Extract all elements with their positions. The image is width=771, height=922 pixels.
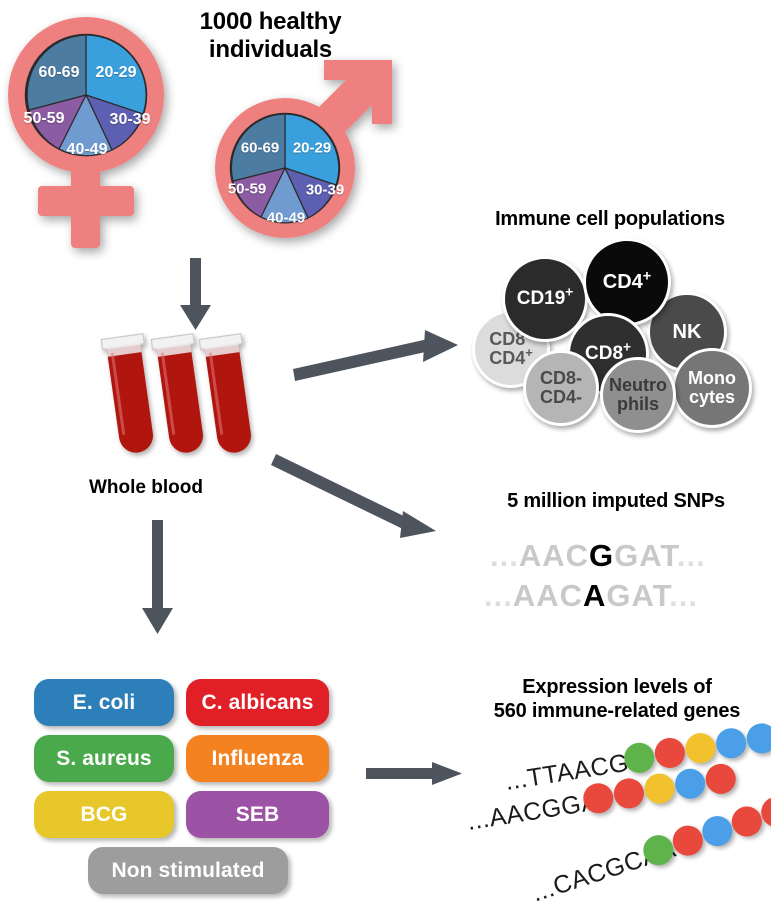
male-age-label-30-39: 30-39 — [305, 181, 345, 199]
female-gender-symbol: 20-29 30-39 40-49 50-59 60-69 — [8, 10, 198, 250]
gene-bead — [652, 735, 688, 771]
male-age-label-60-69: 60-69 — [240, 139, 280, 157]
immune-bubble-monocytes: Mono cytes — [672, 348, 752, 428]
gene-bead — [713, 726, 749, 761]
cohort-heading: 1000 healthy individuals — [178, 8, 363, 65]
female-age-label-30-39: 30-39 — [109, 111, 151, 128]
snp-row2-suffix: ... — [669, 578, 698, 613]
female-age-label-60-69: 60-69 — [38, 64, 80, 81]
female-age-label-20-29: 20-29 — [95, 64, 137, 81]
snp-row1-right: GAT — [614, 538, 677, 573]
snp-row2-right: GAT — [606, 578, 670, 613]
snp-row1-suffix: ... — [676, 538, 706, 573]
gene-bead — [698, 812, 737, 850]
stimulus-pill-non-stimulated[interactable]: Non stimulated — [88, 847, 288, 894]
stimulus-pill-s-aureus[interactable]: S. aureus — [34, 735, 174, 782]
expression-heading-line1: Expression levels of — [522, 676, 712, 698]
whole-blood-label: Whole blood — [89, 477, 203, 498]
male-age-label-50-59: 50-59 — [227, 180, 267, 198]
stimulus-pill-bcg[interactable]: BCG — [34, 791, 174, 838]
snp-row1-variant: G — [589, 538, 615, 573]
snp-row1-prefix: ... — [490, 538, 519, 573]
immune-bubble-cd8cd4-neg: CD8- CD4- — [523, 350, 599, 426]
gene-bead — [727, 802, 766, 841]
snp-sequence-row-2: ...AACAGAT... — [484, 578, 698, 614]
snp-row2-left: AAC — [512, 578, 584, 613]
male-gender-symbol: 20-29 30-39 40-49 50-59 60-69 — [196, 58, 426, 258]
stimulus-pill-influenza[interactable]: Influenza — [186, 735, 329, 782]
snps-heading: 5 million imputed SNPs — [507, 490, 725, 512]
arrow-cohort-to-blood — [180, 258, 211, 330]
immune-heading: Immune cell populations — [495, 208, 725, 230]
snp-sequence-row-1: ...AACGGAT... — [490, 538, 706, 574]
gene-bead — [744, 721, 771, 756]
gene-bead — [683, 730, 718, 766]
expression-heading: Expression levels of 560 immune-related … — [463, 676, 771, 723]
cohort-heading-line1: 1000 healthy — [199, 8, 342, 35]
arrow-stimuli-to-expression — [366, 762, 462, 785]
male-age-label-40-49: 40-49 — [266, 209, 306, 227]
whole-blood-tubes — [96, 330, 266, 470]
male-age-label-20-29: 20-29 — [292, 139, 332, 157]
snp-row2-prefix: ... — [484, 578, 513, 613]
female-age-label-40-49: 40-49 — [66, 141, 108, 158]
immune-bubble-cd19: CD19+ — [502, 256, 588, 342]
immune-bubble-cd4: CD4+ — [583, 238, 671, 326]
snp-row1-left: AAC — [518, 538, 590, 573]
gene-bead — [642, 771, 677, 806]
stimulus-pill-seb[interactable]: SEB — [186, 791, 329, 838]
gene-bead — [703, 761, 738, 797]
cohort-heading-line2: individuals — [208, 36, 333, 64]
arrow-blood-to-immune — [293, 330, 458, 381]
immune-bubble-neutrophils: Neutro phils — [600, 357, 676, 433]
snp-row2-variant: A — [583, 578, 607, 613]
stimulus-pill-c-albicans[interactable]: C. albicans — [186, 679, 329, 726]
gene-bead — [672, 766, 708, 801]
gene-bead — [611, 776, 647, 811]
female-age-label-50-59: 50-59 — [23, 110, 65, 127]
expression-heading-line2: 560 immune-related genes — [493, 699, 741, 722]
arrow-blood-to-snps — [271, 454, 436, 538]
stimulus-pill-e-coli[interactable]: E. coli — [34, 679, 174, 726]
arrow-blood-to-stimuli — [142, 520, 173, 634]
